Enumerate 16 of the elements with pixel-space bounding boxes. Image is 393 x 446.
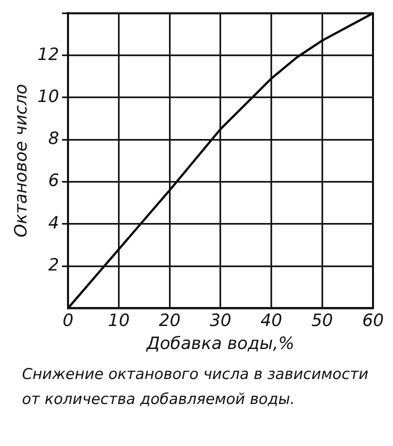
x-tick-label: 30 xyxy=(210,310,232,331)
x-tick-label: 40 xyxy=(260,310,282,331)
y-tick-label: 6 xyxy=(48,171,60,192)
x-tick-label: 50 xyxy=(311,310,333,331)
text: Снижение октанового числа в зависимости от количества добавляемой воды. xyxy=(22,364,370,410)
x-tick-label: 60 xyxy=(362,310,384,331)
y-tick-label: 2 xyxy=(48,255,60,276)
y-tick-label: 12 xyxy=(37,44,60,65)
x-tick-label: 0 xyxy=(62,310,74,331)
y-tick-label: 4 xyxy=(48,213,60,234)
y-axis-title: Октановое число xyxy=(12,84,32,238)
y-tick-label: 10 xyxy=(37,86,60,107)
x-tick-label: 20 xyxy=(158,310,181,331)
x-axis-title: Добавка воды,% xyxy=(146,334,294,354)
x-tick-label: 10 xyxy=(108,310,130,331)
y-tick-label: 8 xyxy=(48,129,60,150)
